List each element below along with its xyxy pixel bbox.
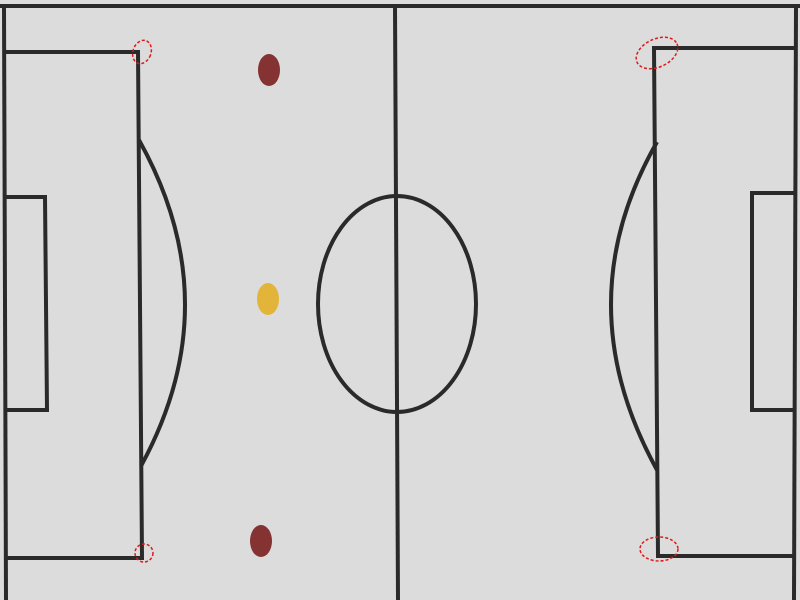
marker-right-top-corner xyxy=(635,36,679,70)
marker-right-bottom-corner xyxy=(639,536,679,562)
player-dot-yellow-center xyxy=(257,283,279,315)
right-goal-line xyxy=(792,5,798,600)
halfway-line xyxy=(393,5,400,600)
left-penalty-arc xyxy=(137,139,187,467)
player-dot-red-bottom xyxy=(250,525,272,557)
right-penalty-arc xyxy=(609,141,659,471)
center-circle xyxy=(316,194,478,414)
marker-left-top-corner xyxy=(131,39,153,65)
marker-left-bottom-corner xyxy=(134,543,154,563)
left-goal-area xyxy=(6,195,50,412)
left-penalty-area xyxy=(6,50,145,560)
right-penalty-area xyxy=(651,46,794,558)
right-goal-area xyxy=(750,191,794,412)
left-goal-line xyxy=(2,5,8,600)
player-dot-red-top xyxy=(258,54,280,86)
